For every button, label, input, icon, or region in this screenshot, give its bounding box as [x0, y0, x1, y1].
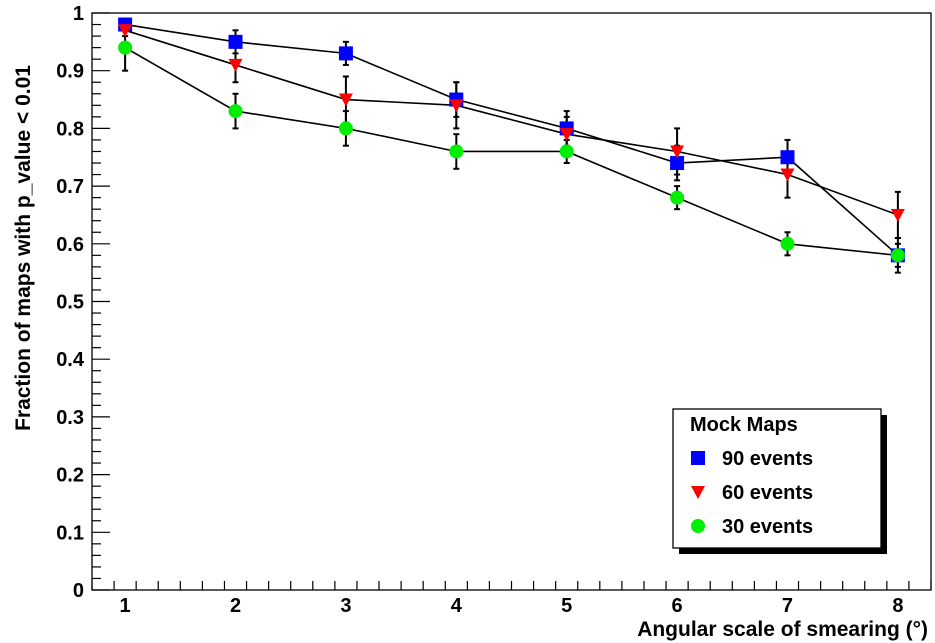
data-point-60-events	[559, 128, 574, 142]
x-tick-label: 8	[892, 595, 903, 617]
y-tick-label: 0.1	[56, 522, 84, 544]
series-line-90-events	[124, 23, 899, 256]
y-tick-label: 0.6	[56, 234, 84, 256]
legend-marker	[691, 451, 705, 465]
error-bars	[122, 17, 901, 274]
series-lines	[124, 23, 899, 257]
legend-marker	[691, 519, 705, 533]
y-tick-label: 1	[73, 3, 84, 25]
y-tick-label: 0	[73, 580, 84, 602]
data-point-60-events	[670, 145, 685, 159]
data-point-90-events	[670, 156, 685, 171]
data-point-30-events	[780, 236, 795, 251]
y-tick-label: 0.8	[56, 118, 84, 140]
data-point-60-events	[780, 168, 795, 182]
data-markers	[118, 17, 905, 263]
legend-title: Mock Maps	[690, 414, 798, 436]
series-line-60-events	[124, 29, 899, 216]
data-point-90-events	[228, 34, 243, 49]
data-point-60-events	[338, 93, 353, 107]
x-tick-label: 1	[120, 595, 131, 617]
legend-label: 60 events	[722, 482, 813, 504]
data-point-30-events	[118, 40, 133, 55]
data-point-90-events	[338, 46, 353, 61]
x-axis-label: Angular scale of smearing (°)	[637, 618, 928, 641]
y-tick-label: 0.4	[56, 349, 85, 371]
data-point-90-events	[780, 150, 795, 165]
data-point-30-events	[559, 144, 574, 159]
y-tick-label: 0.9	[56, 61, 84, 83]
data-point-30-events	[890, 248, 905, 263]
legend-label: 30 events	[722, 516, 813, 538]
data-point-60-events	[449, 99, 464, 113]
legend: Mock Maps 90 events 60 events 30 events	[672, 408, 887, 554]
legend-entries: 90 events 60 events 30 events	[691, 448, 813, 538]
y-axis-label: Fraction of maps with p_value < 0.01	[12, 65, 35, 431]
data-point-30-events	[670, 190, 685, 205]
axes: 0 0.1 0.2 0.3 0.4 0.5 0.6 0.7 0.8 0.9 1 1 2 3 4 5 6 7 8	[56, 3, 932, 617]
legend-box	[672, 408, 882, 549]
data-point-60-events	[118, 24, 133, 38]
y-tick-label: 0.3	[56, 407, 84, 429]
data-point-30-events	[449, 144, 464, 159]
x-tick-label: 7	[782, 595, 793, 617]
data-point-60-events	[228, 58, 243, 72]
data-point-30-events	[228, 104, 243, 119]
x-tick-label: 6	[672, 595, 683, 617]
y-tick-label: 0.5	[56, 292, 84, 314]
y-tick-label: 0.7	[56, 176, 84, 198]
legend-label: 90 events	[722, 448, 813, 470]
x-tick-label: 3	[340, 595, 351, 617]
series-line-30-events	[124, 46, 898, 257]
legend-marker	[691, 486, 705, 499]
y-tick-label: 0.2	[56, 465, 84, 487]
x-tick-label: 2	[230, 595, 241, 617]
data-point-30-events	[338, 121, 353, 136]
data-point-60-events	[890, 208, 905, 222]
x-tick-label: 5	[561, 595, 572, 617]
x-tick-label: 4	[451, 595, 463, 617]
